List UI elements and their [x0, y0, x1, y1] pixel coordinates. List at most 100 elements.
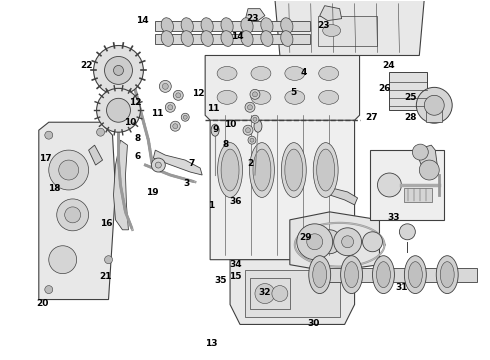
Polygon shape — [417, 145, 437, 175]
Text: 1: 1 — [208, 201, 214, 210]
Circle shape — [45, 131, 53, 139]
Ellipse shape — [313, 143, 338, 197]
Ellipse shape — [253, 149, 271, 191]
Circle shape — [248, 136, 256, 144]
Bar — [390, 72, 427, 110]
Circle shape — [363, 232, 383, 252]
Ellipse shape — [313, 262, 327, 288]
Circle shape — [114, 66, 123, 75]
Text: 33: 33 — [388, 213, 400, 222]
Circle shape — [334, 228, 362, 256]
Text: 7: 7 — [188, 159, 195, 168]
Text: 4: 4 — [300, 68, 307, 77]
Circle shape — [65, 207, 81, 223]
Polygon shape — [89, 145, 102, 165]
Text: 26: 26 — [378, 84, 391, 93]
Ellipse shape — [217, 67, 237, 80]
Ellipse shape — [285, 90, 305, 104]
Text: 36: 36 — [229, 197, 242, 206]
Bar — [310, 268, 477, 282]
Circle shape — [49, 150, 89, 190]
Circle shape — [307, 234, 323, 250]
Text: 27: 27 — [366, 113, 378, 122]
Circle shape — [94, 45, 144, 95]
Polygon shape — [153, 150, 202, 175]
Ellipse shape — [341, 256, 363, 293]
Circle shape — [183, 115, 187, 119]
Text: 3: 3 — [183, 179, 190, 188]
Circle shape — [245, 102, 255, 112]
Text: 16: 16 — [99, 219, 112, 228]
Circle shape — [250, 89, 260, 99]
Circle shape — [297, 224, 333, 260]
Polygon shape — [205, 55, 360, 120]
Text: 5: 5 — [291, 87, 297, 96]
Ellipse shape — [181, 18, 194, 33]
Text: 23: 23 — [246, 14, 259, 23]
Ellipse shape — [241, 18, 253, 33]
Ellipse shape — [218, 143, 243, 197]
Ellipse shape — [161, 31, 173, 46]
Bar — [155, 33, 310, 44]
Ellipse shape — [408, 262, 422, 288]
Ellipse shape — [201, 31, 213, 46]
Circle shape — [419, 160, 439, 180]
Circle shape — [413, 144, 428, 160]
Ellipse shape — [344, 262, 359, 288]
Circle shape — [318, 230, 342, 254]
Circle shape — [106, 98, 130, 122]
Circle shape — [159, 80, 171, 92]
Ellipse shape — [285, 149, 303, 191]
Text: 11: 11 — [207, 104, 220, 113]
Ellipse shape — [281, 143, 306, 197]
Ellipse shape — [201, 18, 213, 33]
Text: 32: 32 — [258, 288, 271, 297]
Ellipse shape — [323, 24, 341, 37]
Circle shape — [165, 102, 175, 112]
Text: 28: 28 — [405, 113, 417, 122]
Circle shape — [245, 128, 250, 133]
Text: 14: 14 — [136, 16, 149, 25]
Ellipse shape — [440, 262, 454, 288]
Polygon shape — [39, 122, 116, 300]
Bar — [404, 188, 432, 202]
Text: 25: 25 — [405, 93, 417, 102]
Polygon shape — [245, 9, 265, 21]
Bar — [318, 15, 377, 45]
Circle shape — [173, 124, 178, 129]
Ellipse shape — [221, 31, 233, 46]
Circle shape — [97, 128, 104, 136]
Text: 30: 30 — [307, 319, 319, 328]
Text: 31: 31 — [395, 283, 408, 292]
Circle shape — [416, 87, 452, 123]
Polygon shape — [330, 188, 358, 205]
Text: 11: 11 — [151, 109, 163, 118]
Text: 15: 15 — [229, 272, 242, 281]
Text: 22: 22 — [80, 61, 93, 70]
Ellipse shape — [436, 256, 458, 293]
Circle shape — [97, 88, 141, 132]
Ellipse shape — [285, 67, 305, 80]
Circle shape — [104, 57, 132, 84]
Text: 9: 9 — [213, 125, 219, 134]
Ellipse shape — [261, 18, 273, 33]
Circle shape — [168, 105, 173, 110]
Bar — [155, 21, 310, 31]
Ellipse shape — [404, 256, 426, 293]
Ellipse shape — [254, 120, 262, 132]
Circle shape — [272, 285, 288, 302]
Polygon shape — [114, 140, 128, 230]
Circle shape — [45, 285, 53, 293]
Ellipse shape — [221, 149, 239, 191]
Circle shape — [424, 95, 444, 115]
Ellipse shape — [211, 124, 219, 136]
Text: 14: 14 — [231, 32, 244, 41]
Ellipse shape — [249, 143, 274, 197]
Ellipse shape — [261, 31, 273, 46]
Text: 35: 35 — [214, 276, 227, 285]
Polygon shape — [319, 6, 342, 21]
Circle shape — [250, 138, 254, 142]
Text: 10: 10 — [124, 118, 137, 127]
Ellipse shape — [318, 67, 339, 80]
Polygon shape — [369, 150, 444, 220]
